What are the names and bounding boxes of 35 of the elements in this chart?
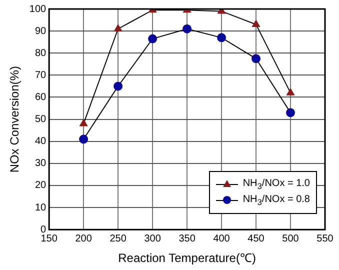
y-tick-label: 90 (34, 26, 47, 37)
y-tick-label: 80 (34, 48, 47, 59)
x-tick-label: 200 (75, 233, 92, 244)
x-axis-title: Reaction Temperature(℃) (118, 251, 256, 266)
y-tick-label: 60 (34, 92, 47, 103)
y-axis-title: NOx Conversion(%) (8, 66, 22, 173)
x-tick-label: 350 (178, 233, 196, 244)
y-tick-label: 100 (29, 4, 47, 15)
point (252, 54, 261, 64)
point (217, 33, 226, 42)
x-tick-label: 550 (316, 233, 334, 244)
point (114, 82, 123, 91)
y-tick-label: 40 (34, 136, 47, 148)
y-tick-label: 20 (34, 180, 47, 192)
point (182, 24, 192, 34)
point (286, 108, 296, 118)
point (286, 88, 294, 96)
y-tick-label: 70 (34, 70, 47, 81)
x-tick-label: 150 (40, 233, 58, 244)
x-tick-label: 400 (213, 233, 230, 244)
point (80, 119, 88, 126)
y-tick-label: 10 (34, 202, 47, 214)
x-tick-label: 250 (110, 233, 127, 244)
point (79, 134, 88, 144)
x-tick-label: 300 (144, 233, 162, 244)
point (252, 20, 260, 27)
x-tick-label: 500 (282, 233, 300, 244)
legend-label: NH$_{3}$/NOx = 1.0 (242, 178, 310, 191)
y-tick-label: 0 (40, 224, 47, 236)
legend-label: NH$_{3}$/NOx = 0.8 (242, 194, 310, 207)
x-tick-label: 450 (248, 233, 265, 244)
y-tick-label: 50 (34, 114, 47, 126)
y-tick-label: 30 (34, 158, 47, 170)
point (114, 24, 122, 32)
point (148, 34, 158, 44)
